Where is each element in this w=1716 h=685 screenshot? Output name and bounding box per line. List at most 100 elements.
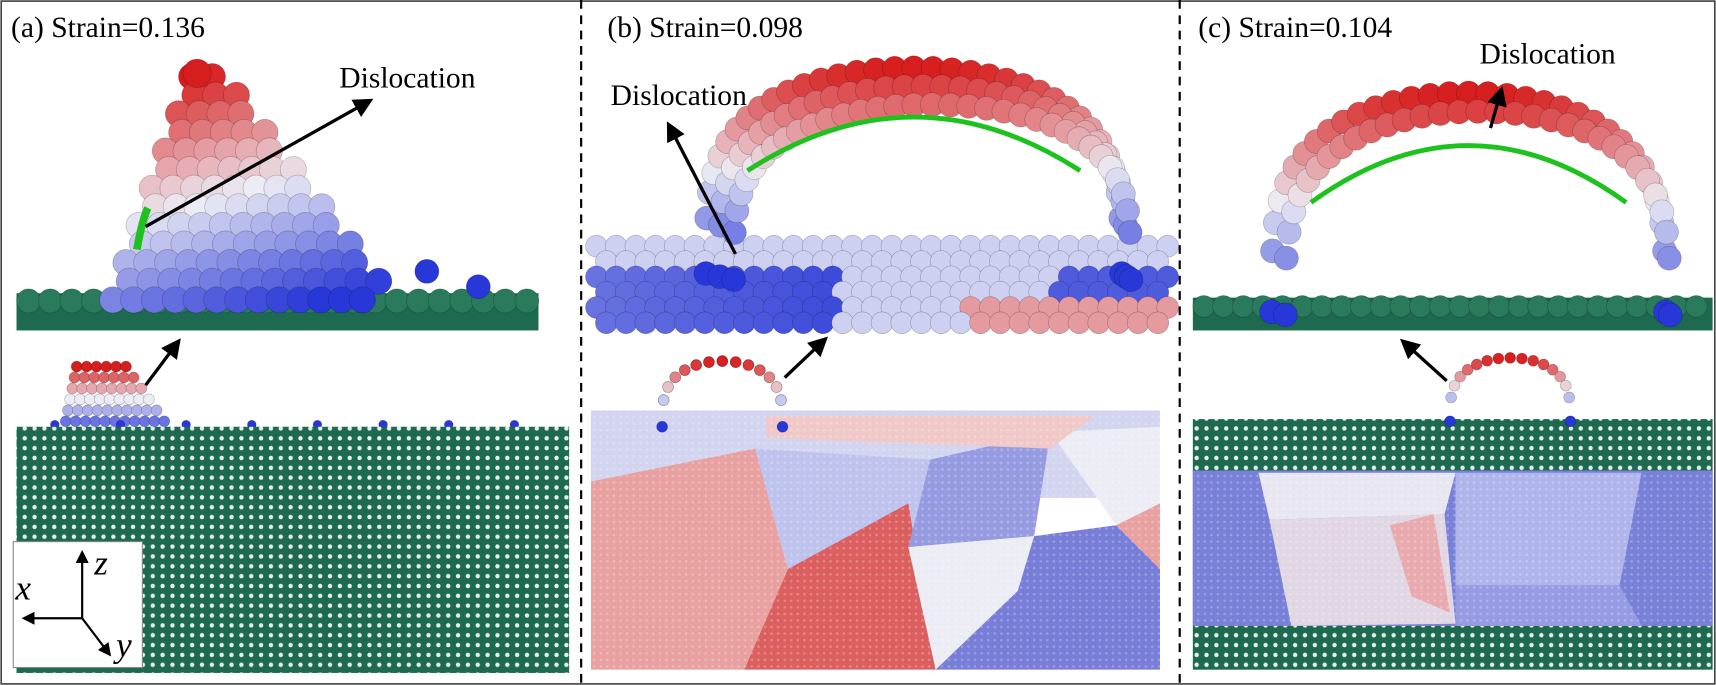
atom: [1656, 245, 1682, 271]
grain-atom: [595, 311, 618, 335]
substrate-atom: [1428, 295, 1452, 318]
substrate-atom: [1684, 295, 1708, 318]
atom: [678, 364, 691, 376]
substrate-atom: [1606, 295, 1629, 318]
atom: [1559, 379, 1572, 392]
atom: [138, 415, 151, 428]
grain-atom: [949, 311, 973, 335]
atom: [90, 360, 103, 373]
arrow: [144, 98, 374, 228]
grain-texture: [1455, 472, 1642, 586]
atom: [1470, 358, 1483, 371]
grain-texture: [766, 415, 1095, 449]
axis-label: x: [14, 569, 31, 608]
grain-atom: [1067, 311, 1091, 335]
atom: [143, 393, 155, 406]
atom: [348, 286, 376, 314]
substrate-atom: [1507, 295, 1531, 318]
atom: [158, 415, 171, 428]
annotation: Dislocation: [1480, 38, 1616, 70]
atom: [657, 394, 670, 406]
atom: [123, 393, 136, 406]
atom: [62, 404, 74, 417]
atom: [101, 404, 114, 417]
panel-caption: (b) Strain=0.098: [607, 12, 802, 44]
atom: [88, 371, 101, 384]
substrate-atom: [427, 288, 453, 314]
atom: [365, 267, 393, 295]
panel-caption: (a) Strain=0.136: [11, 12, 205, 44]
atom: [1115, 198, 1140, 224]
substrate-atom: [1369, 295, 1393, 318]
atom: [93, 393, 106, 406]
atom: [182, 58, 212, 88]
atom: [131, 404, 143, 417]
atom: [113, 393, 126, 406]
atom: [1654, 219, 1679, 245]
grain-atom: [870, 311, 894, 335]
substrate-atom: [492, 288, 518, 314]
atom: [135, 382, 148, 395]
grain-atom: [1087, 311, 1111, 335]
substrate-atom: [406, 288, 431, 314]
substrate-atom: [1527, 295, 1550, 318]
atom: [66, 382, 79, 395]
atom: [754, 364, 766, 376]
grain-atom: [969, 311, 992, 335]
atom: [117, 371, 130, 384]
grain-atom: [851, 311, 874, 335]
atom: [662, 381, 674, 393]
substrate-atom: [1487, 295, 1511, 318]
atom: [100, 360, 113, 373]
axis-label: z: [93, 543, 108, 582]
atom: [69, 415, 82, 428]
arrow: [1487, 85, 1507, 129]
grain-texture: [1455, 585, 1642, 626]
atom: [68, 371, 81, 384]
atom: [775, 394, 787, 406]
grain-atom: [614, 311, 638, 335]
atom: [150, 404, 163, 417]
grain-texture: [908, 536, 1035, 670]
atom: [70, 360, 83, 373]
atom: [72, 404, 84, 417]
arrow: [144, 338, 181, 387]
grain-atom: [831, 311, 854, 335]
atom: [716, 355, 729, 367]
grain-atom: [1008, 311, 1032, 335]
atom: [98, 371, 110, 384]
substrate-atom: [1212, 295, 1235, 318]
atom: [1492, 352, 1505, 365]
dislocation-line: [746, 114, 1082, 173]
atom: [1481, 354, 1493, 367]
dislocation-line: [133, 206, 152, 251]
arrow: [666, 121, 737, 255]
grain-atom: [1146, 311, 1170, 335]
atom: [1461, 363, 1474, 376]
atom: [91, 404, 104, 417]
atom: [133, 393, 145, 406]
grain-atom: [732, 311, 756, 335]
arrow: [783, 336, 829, 379]
atom: [84, 393, 96, 406]
atom: [763, 371, 776, 384]
substrate-atom: [1468, 295, 1491, 318]
atom: [1448, 379, 1461, 392]
substrate-atom: [16, 288, 41, 314]
atom: [770, 381, 783, 393]
grain-atom: [1126, 311, 1150, 335]
atom: [1444, 415, 1456, 428]
atom: [1445, 391, 1457, 404]
atom: [1454, 370, 1466, 383]
atom: [1554, 370, 1567, 383]
atom: [1649, 199, 1675, 225]
atom: [1273, 245, 1299, 271]
atom: [690, 359, 702, 371]
grain-atom: [1107, 311, 1130, 335]
panel-caption: (c) Strain=0.104: [1198, 12, 1392, 44]
atom: [89, 415, 102, 428]
substrate-atom: [1409, 295, 1432, 318]
